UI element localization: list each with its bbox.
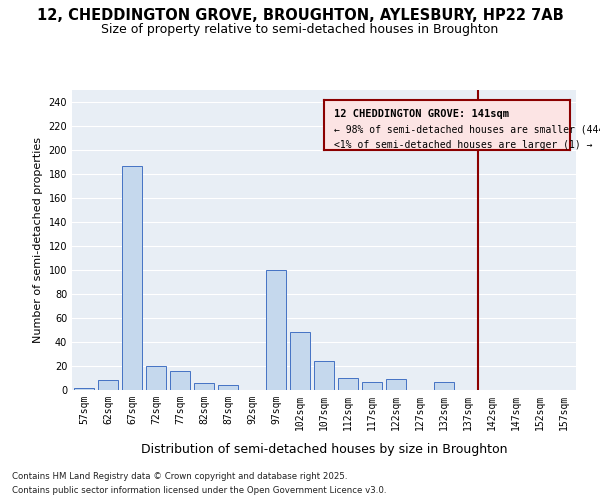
Bar xyxy=(218,385,238,390)
Bar xyxy=(314,361,334,390)
Bar xyxy=(266,270,286,390)
Text: Contains HM Land Registry data © Crown copyright and database right 2025.: Contains HM Land Registry data © Crown c… xyxy=(12,472,347,481)
Bar xyxy=(146,366,166,390)
Bar xyxy=(362,382,382,390)
Text: 12, CHEDDINGTON GROVE, BROUGHTON, AYLESBURY, HP22 7AB: 12, CHEDDINGTON GROVE, BROUGHTON, AYLESB… xyxy=(37,8,563,22)
Bar xyxy=(170,371,190,390)
Bar xyxy=(386,379,406,390)
Bar xyxy=(122,166,142,390)
Text: ← 98% of semi-detached houses are smaller (444): ← 98% of semi-detached houses are smalle… xyxy=(334,124,600,134)
Bar xyxy=(290,332,310,390)
Bar xyxy=(434,382,454,390)
Text: Contains public sector information licensed under the Open Government Licence v3: Contains public sector information licen… xyxy=(12,486,386,495)
Bar xyxy=(74,388,94,390)
Text: <1% of semi-detached houses are larger (1) →: <1% of semi-detached houses are larger (… xyxy=(334,140,592,150)
Bar xyxy=(98,380,118,390)
Y-axis label: Number of semi-detached properties: Number of semi-detached properties xyxy=(33,137,43,343)
Text: 12 CHEDDINGTON GROVE: 141sqm: 12 CHEDDINGTON GROVE: 141sqm xyxy=(334,109,509,119)
Bar xyxy=(194,383,214,390)
Text: Size of property relative to semi-detached houses in Broughton: Size of property relative to semi-detach… xyxy=(101,22,499,36)
Bar xyxy=(338,378,358,390)
Text: Distribution of semi-detached houses by size in Broughton: Distribution of semi-detached houses by … xyxy=(141,442,507,456)
